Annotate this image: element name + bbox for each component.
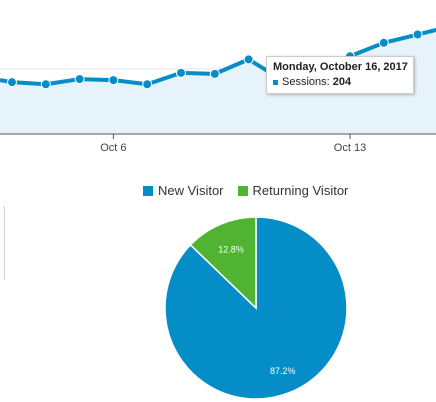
x-tick-label: Oct 6 (100, 142, 126, 154)
sessions-point[interactable] (7, 77, 17, 88)
pie-legend: New Visitor Returning Visitor (143, 183, 348, 198)
panel-divider (4, 206, 5, 280)
tooltip-colon: : (326, 76, 330, 88)
x-axis-ticks: Oct 6 Oct 13 (100, 134, 366, 154)
tooltip-title: Monday, October 16, 2017 (273, 61, 408, 73)
legend-swatch-new-visitor (143, 185, 153, 196)
data-tooltip: Monday, October 16, 2017 Sessions: 204 (266, 56, 414, 94)
sessions-point[interactable] (209, 68, 220, 79)
legend-label-returning-visitor: Returning Visitor (252, 183, 349, 198)
pie-slice-returning-visitor[interactable] (189, 216, 257, 310)
legend-item-returning-visitor[interactable]: Returning Visitor (237, 183, 349, 198)
sessions-point[interactable] (74, 74, 85, 85)
tooltip-series-name: Sessions (282, 76, 327, 88)
legend-swatch-returning-visitor (237, 185, 248, 196)
tooltip-row: Sessions: 204 (273, 76, 407, 88)
sessions-line-chart: Oct 6 Oct 13 (0, 27, 436, 154)
x-tick-label: Oct 13 (334, 142, 366, 154)
tooltip-swatch (273, 79, 278, 85)
pie-slice-label: 12.8% (218, 244, 244, 254)
pie-slice-label: 87.2% (270, 366, 296, 376)
sessions-point[interactable] (243, 54, 254, 65)
legend-label-new-visitor: New Visitor (158, 183, 224, 198)
sessions-point[interactable] (40, 79, 51, 90)
pie-slices (164, 216, 348, 400)
sessions-point[interactable] (142, 79, 153, 90)
sessions-point[interactable] (412, 29, 423, 40)
sessions-area (0, 29, 436, 134)
sessions-point[interactable] (176, 67, 186, 78)
sessions-point[interactable] (108, 75, 119, 86)
legend-item-new-visitor[interactable]: New Visitor (143, 183, 224, 198)
pie-labels: 87.2% 12.8% (218, 244, 295, 375)
sessions-point[interactable] (378, 37, 389, 48)
tooltip-value: 204 (332, 76, 352, 88)
